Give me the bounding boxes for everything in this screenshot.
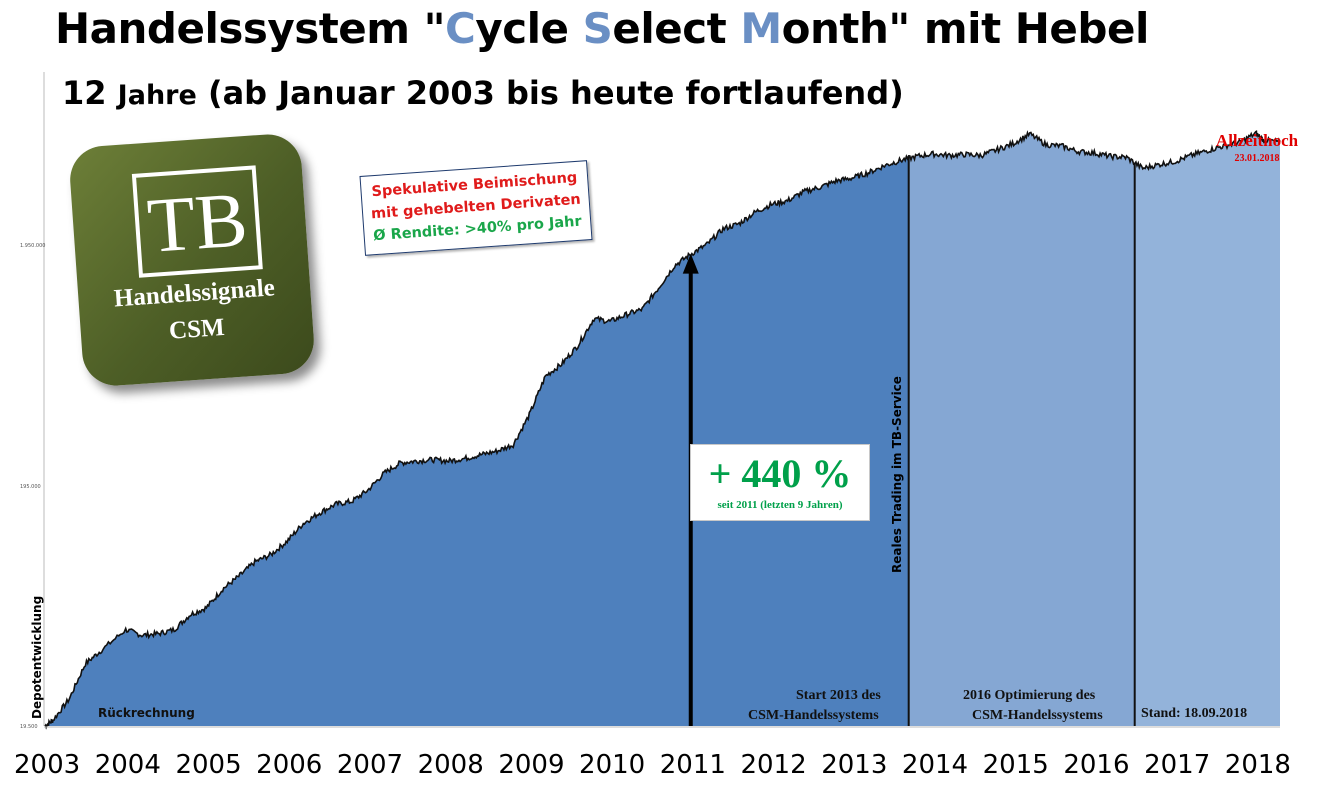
- x-tick-label: 2011: [659, 750, 726, 780]
- x-tick-label: 2003: [14, 750, 81, 780]
- area-segment-backtest: [45, 155, 909, 728]
- x-tick-label: 2007: [336, 750, 404, 780]
- x-tick-label: 2010: [579, 750, 646, 780]
- x-tick-label: 2016: [1063, 750, 1130, 780]
- equity-line: [44, 130, 1281, 730]
- x-tick-label: 2004: [94, 750, 161, 780]
- area-segment-live: [908, 132, 1135, 726]
- performance-value: + 440 %: [708, 451, 852, 496]
- x-tick-label: 2017: [1144, 750, 1211, 780]
- start-label-line2: CSM-Handelssystems: [748, 708, 879, 723]
- reales-trading-label: Reales Trading im TB-Service: [890, 376, 904, 573]
- start-label-line1: Start 2013 des: [796, 688, 881, 703]
- x-tick-label: 2008: [417, 750, 484, 780]
- tb-logo: TB Handelssignale CSM: [67, 132, 317, 388]
- optimization-label-line1: 2016 Optimierung des: [963, 688, 1096, 703]
- note-box: Spekulative Beimischung mit gehebelten D…: [359, 160, 593, 256]
- x-tick-label: 2012: [740, 750, 807, 780]
- x-tick-label: 2013: [821, 750, 888, 780]
- x-tick-label: 2006: [256, 750, 323, 780]
- rueckrechnung-label: Rückrechnung: [98, 706, 195, 720]
- y-tick-label: 19.500: [20, 724, 38, 730]
- logo-frame: TB: [131, 165, 263, 278]
- performance-box: + 440 % seit 2011 (letzten 9 Jahren): [690, 444, 870, 521]
- performance-caption: seit 2011 (letzten 9 Jahren): [717, 499, 843, 511]
- x-tick-label: 2009: [498, 750, 565, 780]
- y-tick-label: 195.000: [20, 484, 41, 490]
- chart-title: Handelssystem "Cycle Select Month" mit H…: [55, 4, 1149, 53]
- x-tick-label: 2018: [1224, 750, 1291, 780]
- stand-label: Stand: 18.09.2018: [1141, 706, 1248, 721]
- optimization-label-line2: CSM-Handelssystems: [972, 708, 1103, 723]
- y-tick-label: 1.950.000: [20, 243, 46, 249]
- y-axis-label: Depotentwicklung: [30, 595, 44, 719]
- x-tick-label: 2015: [982, 750, 1049, 780]
- chart-subtitle: 12 Jahre (ab Januar 2003 bis heute fortl…: [62, 74, 904, 112]
- logo-line2: CSM: [168, 313, 226, 345]
- area-segment-optimized: [1134, 131, 1280, 726]
- allzeithoch-label: Allzeithoch: [1215, 131, 1299, 150]
- logo-letters: TB: [144, 175, 251, 269]
- arrow-head: [682, 253, 699, 274]
- allzeithoch-date: 23.01.2018: [1234, 153, 1280, 164]
- x-tick-label: 2014: [901, 750, 969, 780]
- x-tick-label: 2005: [175, 750, 242, 780]
